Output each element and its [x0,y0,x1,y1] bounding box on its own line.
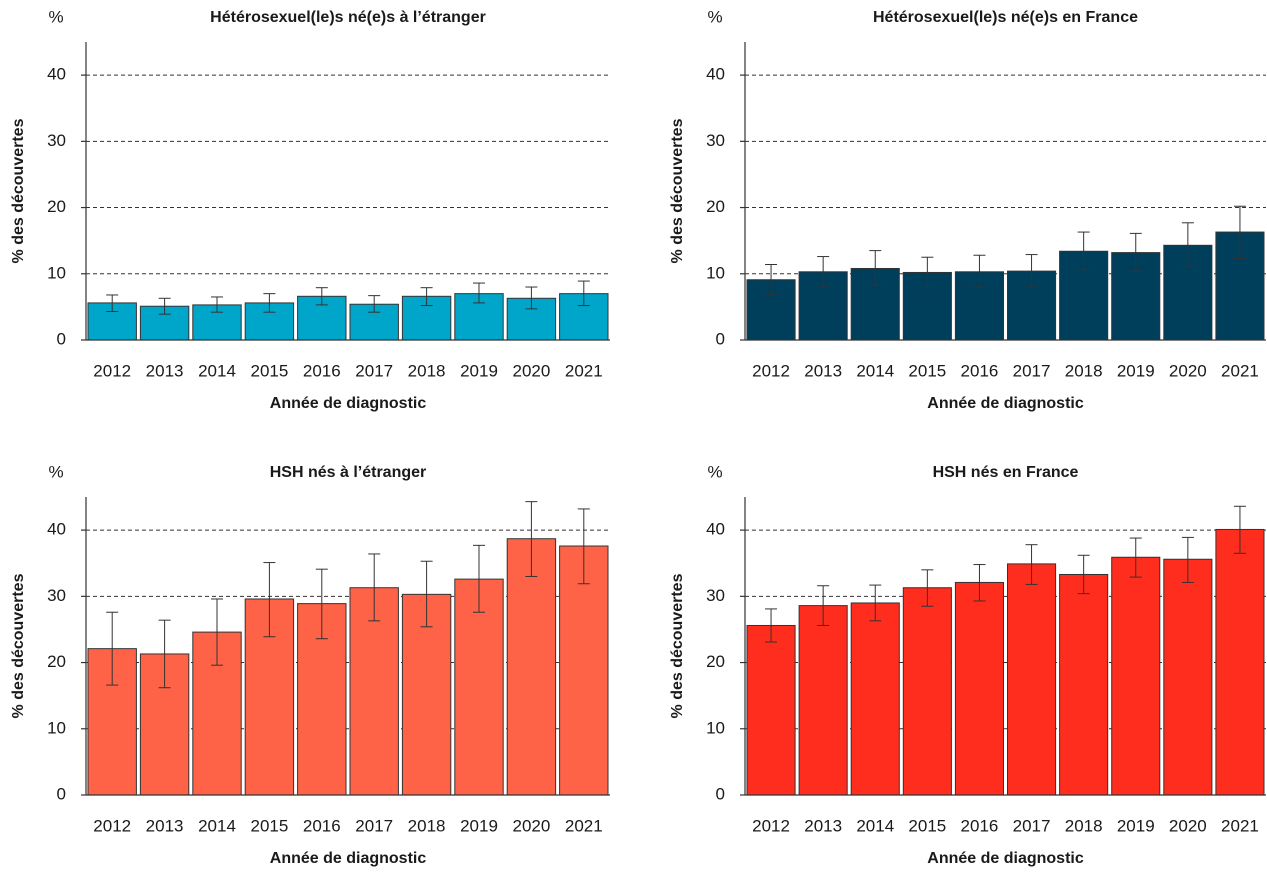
y-tick-label: 40 [706,520,725,539]
bar [746,624,796,796]
x-tick-label: 2018 [1065,816,1103,835]
chart-title: HSH nés en France [933,464,1079,481]
unit-label: % [48,7,63,26]
y-tick-label: 40 [47,520,66,539]
x-tick-label: 2016 [303,361,341,380]
bar [1163,558,1213,796]
x-tick-label: 2017 [1013,361,1051,380]
x-axis-label: Année de diagnostic [270,850,427,867]
x-tick-label: 2021 [1221,361,1259,380]
x-tick-label: 2016 [303,816,341,835]
x-tick-label: 2018 [408,816,446,835]
x-tick-label: 2021 [565,361,603,380]
x-tick-label: 2013 [146,361,184,380]
unit-label: % [707,7,722,26]
bar [1059,573,1109,796]
x-tick-label: 2021 [1221,816,1259,835]
bar [954,581,1005,796]
x-tick-label: 2020 [512,816,550,835]
x-tick-label: 2021 [565,816,603,835]
bar [559,545,609,796]
bar [902,587,952,796]
y-tick-label: 20 [47,652,66,671]
y-axis-label: % des découvertes [10,573,27,718]
x-tick-label: 2014 [856,361,894,380]
y-tick-label: 0 [716,784,725,803]
y-tick-label: 10 [47,263,66,282]
bar [1111,556,1161,796]
y-axis-label: % des découvertes [669,573,686,718]
x-tick-label: 2012 [93,361,131,380]
x-tick-label: 2016 [961,361,999,380]
y-tick-label: 30 [706,586,725,605]
chart-title: HSH nés à l’étranger [270,464,427,481]
y-tick-label: 20 [706,197,725,216]
x-tick-label: 2015 [908,816,946,835]
bar [850,602,900,796]
chart-title: Hétérosexuel(le)s né(e)s à l’étranger [210,9,486,26]
y-tick-label: 20 [706,652,725,671]
x-tick-label: 2015 [908,361,946,380]
y-tick-label: 0 [716,329,725,348]
x-tick-label: 2019 [1117,361,1155,380]
y-axis-label: % des découvertes [10,118,27,263]
x-tick-label: 2015 [250,361,288,380]
bar [506,538,557,796]
x-tick-label: 2012 [93,816,131,835]
unit-label: % [48,462,63,481]
y-tick-label: 20 [47,197,66,216]
x-tick-label: 2012 [752,361,790,380]
y-tick-label: 40 [706,65,725,84]
y-tick-label: 30 [47,131,66,150]
x-tick-label: 2020 [512,361,550,380]
bar [798,605,848,796]
x-tick-label: 2013 [804,816,842,835]
y-axis-label: % des découvertes [669,118,686,263]
x-tick-label: 2013 [146,816,184,835]
x-tick-label: 2014 [198,361,236,380]
x-tick-label: 2012 [752,816,790,835]
x-tick-label: 2017 [355,361,393,380]
x-tick-label: 2016 [961,816,999,835]
y-tick-label: 0 [57,784,66,803]
x-tick-label: 2019 [1117,816,1155,835]
bar [1215,528,1265,796]
y-tick-label: 10 [47,718,66,737]
x-axis-label: Année de diagnostic [927,395,1084,412]
x-tick-label: 2017 [1013,816,1051,835]
x-tick-label: 2014 [198,816,236,835]
x-tick-label: 2018 [408,361,446,380]
chart-title: Hétérosexuel(le)s né(e)s en France [873,9,1138,26]
bar [1007,563,1057,796]
y-tick-label: 10 [706,263,725,282]
x-tick-label: 2020 [1169,816,1207,835]
y-tick-label: 0 [57,329,66,348]
bar [349,587,399,796]
x-tick-label: 2020 [1169,361,1207,380]
x-tick-label: 2019 [460,816,498,835]
y-tick-label: 30 [47,586,66,605]
unit-label: % [707,462,722,481]
y-tick-label: 10 [706,718,725,737]
bar [454,578,504,796]
y-tick-label: 30 [706,131,725,150]
x-tick-label: 2019 [460,361,498,380]
x-tick-label: 2017 [355,816,393,835]
x-tick-label: 2013 [804,361,842,380]
x-tick-label: 2014 [856,816,894,835]
y-tick-label: 40 [47,65,66,84]
x-axis-label: Année de diagnostic [927,850,1084,867]
x-axis-label: Année de diagnostic [270,395,427,412]
x-tick-label: 2015 [250,816,288,835]
x-tick-label: 2018 [1065,361,1103,380]
